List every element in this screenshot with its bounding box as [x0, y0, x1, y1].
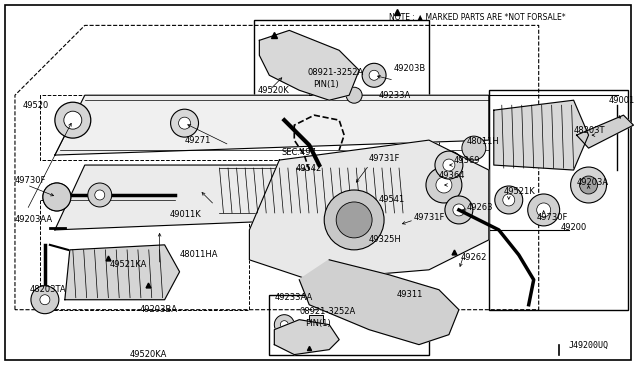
Text: NOTE : ▲ MARKED PARTS ARE *NOT FORSALE*: NOTE : ▲ MARKED PARTS ARE *NOT FORSALE*: [389, 12, 566, 22]
Text: 08921-3252A: 08921-3252A: [307, 68, 364, 77]
Text: 49311: 49311: [397, 290, 424, 299]
Bar: [489, 90, 628, 310]
Text: 49263: 49263: [467, 203, 493, 212]
Circle shape: [528, 194, 559, 226]
Text: 49520KA: 49520KA: [130, 350, 167, 359]
Circle shape: [43, 183, 71, 211]
Circle shape: [537, 203, 550, 217]
Text: 49271: 49271: [184, 136, 211, 145]
Polygon shape: [259, 31, 359, 100]
Text: 49001: 49001: [609, 96, 635, 105]
Text: 49262: 49262: [461, 253, 487, 262]
Text: 48011H: 48011H: [467, 137, 500, 145]
Polygon shape: [577, 115, 634, 148]
Text: 49520K: 49520K: [257, 86, 289, 95]
Circle shape: [88, 183, 112, 207]
Polygon shape: [275, 320, 339, 355]
Circle shape: [495, 186, 523, 214]
Text: 49203AA: 49203AA: [15, 215, 53, 224]
Text: 49542: 49542: [295, 164, 321, 173]
Bar: [309, 315, 323, 327]
Circle shape: [443, 159, 455, 171]
Circle shape: [275, 315, 294, 335]
Polygon shape: [300, 260, 459, 344]
Text: 49731F: 49731F: [414, 214, 445, 222]
Polygon shape: [55, 95, 489, 155]
Circle shape: [171, 109, 198, 137]
Circle shape: [324, 190, 384, 250]
Text: 49520: 49520: [23, 101, 49, 110]
Text: 08921-3252A: 08921-3252A: [300, 307, 356, 316]
Polygon shape: [250, 140, 489, 280]
Text: 49203B: 49203B: [394, 64, 426, 73]
Text: 49325H: 49325H: [369, 235, 402, 244]
Text: PIN(1): PIN(1): [313, 80, 339, 89]
Circle shape: [426, 167, 462, 203]
Text: 49364: 49364: [439, 170, 465, 180]
Text: 48011HA: 48011HA: [180, 250, 218, 259]
Text: 49521KA: 49521KA: [109, 260, 147, 269]
Bar: [309, 80, 327, 95]
Bar: [254, 20, 429, 125]
Text: 49730F: 49730F: [537, 214, 568, 222]
Text: 48203T: 48203T: [573, 126, 605, 135]
Text: 49369: 49369: [454, 155, 481, 164]
Circle shape: [362, 63, 386, 87]
Text: 49730F: 49730F: [15, 176, 46, 185]
Text: SEC.497: SEC.497: [282, 148, 316, 157]
Circle shape: [453, 204, 465, 216]
Circle shape: [503, 194, 515, 206]
Circle shape: [580, 176, 598, 194]
Circle shape: [462, 136, 486, 160]
Text: 49541: 49541: [379, 195, 405, 205]
Circle shape: [369, 70, 379, 80]
Circle shape: [280, 321, 288, 328]
Circle shape: [40, 295, 50, 305]
Circle shape: [346, 87, 362, 103]
Circle shape: [436, 177, 452, 193]
Polygon shape: [55, 165, 429, 230]
Text: PIN(1): PIN(1): [305, 319, 331, 328]
Circle shape: [43, 183, 71, 211]
Text: 49233A: 49233A: [379, 91, 412, 100]
Text: 49203BA: 49203BA: [140, 305, 178, 314]
Circle shape: [336, 202, 372, 238]
Circle shape: [64, 111, 82, 129]
Circle shape: [55, 102, 91, 138]
Text: J49200UQ: J49200UQ: [568, 341, 609, 350]
Text: 49521K: 49521K: [504, 187, 536, 196]
Circle shape: [50, 190, 64, 204]
Bar: [269, 295, 429, 355]
Text: 49011K: 49011K: [170, 211, 202, 219]
Circle shape: [435, 151, 463, 179]
Circle shape: [31, 286, 59, 314]
Polygon shape: [65, 245, 180, 300]
Polygon shape: [494, 100, 589, 170]
Circle shape: [445, 196, 473, 224]
Circle shape: [95, 190, 105, 200]
Circle shape: [179, 117, 191, 129]
Text: 49731F: 49731F: [369, 154, 401, 163]
Text: 49203A: 49203A: [577, 177, 609, 186]
Text: 49200: 49200: [561, 224, 587, 232]
Text: 48203TA: 48203TA: [30, 285, 67, 294]
Circle shape: [571, 167, 607, 203]
Text: 49233AA: 49233AA: [275, 293, 312, 302]
